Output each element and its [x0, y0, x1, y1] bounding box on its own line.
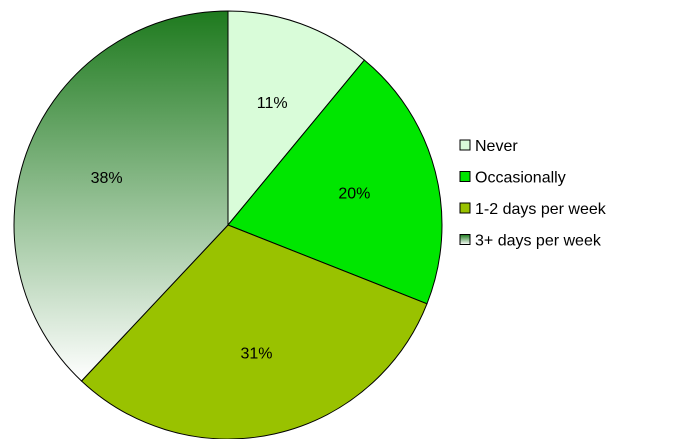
legend-item-never: Never	[459, 138, 518, 155]
legend: Never Occasionally 1-2 days per week 3+ day…	[459, 138, 607, 250]
pie-slice-never	[227, 10, 366, 227]
legend-item-1-2-days-per-week: 1-2 days per week	[459, 201, 607, 218]
pie-slice-1-2-days-per-week	[80, 224, 428, 439]
legend-swatch-occasionally	[459, 171, 471, 182]
legend-swatch-never	[459, 139, 471, 151]
legend-item-3-days-per-week: 3+ days per week	[459, 233, 602, 250]
pie-data-labels: 11% 20% 31% 38%	[91, 95, 371, 362]
data-label-3-days-per-week: 38%	[91, 170, 123, 187]
pie-slice-occasionally	[227, 59, 443, 305]
legend-swatch-3-days-per-week	[459, 234, 471, 245]
legend-label-never: Never	[475, 138, 518, 155]
data-label-occasionally: 20%	[338, 186, 370, 203]
legend-item-occasionally: Occasionally	[459, 170, 566, 187]
pie-slice-3-days-per-week	[13, 10, 229, 382]
legend-label-occasionally: Occasionally	[475, 170, 566, 187]
legend-label-3-days-per-week: 3+ days per week	[475, 233, 602, 250]
legend-swatch-1-2-days-per-week	[459, 202, 471, 214]
data-label-1-2-days-per-week: 31%	[240, 345, 272, 362]
pie-slices	[13, 10, 443, 439]
legend-label-1-2-days-per-week: 1-2 days per week	[475, 201, 607, 218]
data-label-never: 11%	[257, 95, 288, 112]
